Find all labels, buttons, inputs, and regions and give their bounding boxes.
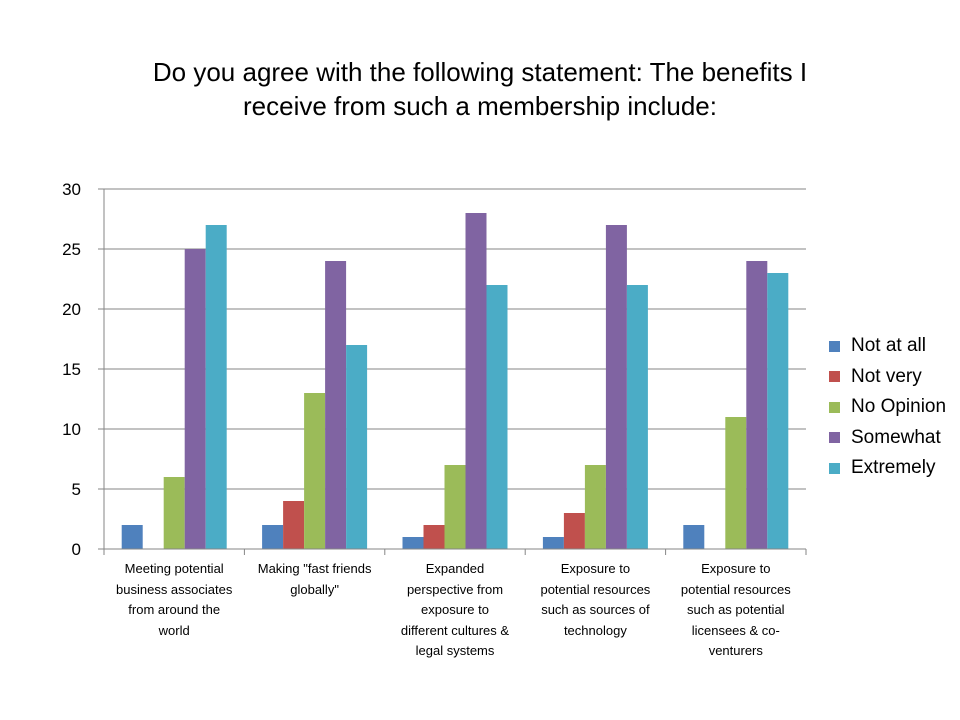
x-category-label-line: business associates — [116, 581, 233, 597]
legend-label: Not very — [851, 365, 922, 387]
bar-somewhat-0 — [184, 249, 206, 549]
bar-somewhat-1 — [325, 261, 347, 549]
legend-swatch — [829, 371, 840, 383]
legend-label: No Opinion — [851, 396, 947, 418]
y-tick-label: 0 — [72, 540, 81, 559]
x-category-label-line: venturers — [708, 643, 763, 658]
y-tick-label: 10 — [62, 420, 81, 439]
x-category-label-line: Exposure to — [701, 561, 771, 576]
y-tick-label: 30 — [62, 180, 81, 199]
y-tick-label: 25 — [62, 240, 81, 259]
x-category-label: Exposure to potential resources such as po… — [664, 559, 808, 662]
bar-no-opinion-0 — [163, 477, 185, 549]
legend-item: No Opinion — [829, 392, 946, 423]
chart-title-line-2: receive from such a membership include: — [243, 91, 717, 121]
legend: Not at all Not very No Opinion Somewhat Extr… — [829, 331, 946, 484]
legend-swatch — [829, 340, 840, 352]
bar-not-at-all-1 — [262, 525, 284, 549]
x-category-label: Expanded perspective from exposure to diffe… — [383, 559, 527, 662]
x-category-label-line: from around the — [128, 602, 221, 617]
bar-somewhat-2 — [465, 213, 487, 549]
bar-no-opinion-3 — [584, 465, 606, 549]
x-category-label-line: world — [158, 622, 190, 638]
x-category-label: Making "fast friends globally" — [243, 559, 387, 600]
x-category-label-line: exposure to — [421, 602, 489, 617]
bar-extremely-4 — [767, 273, 789, 549]
x-category-label-line: Expanded — [425, 561, 485, 576]
y-tick-label: 20 — [62, 300, 81, 319]
x-category-label-line: Meeting potential — [124, 561, 224, 576]
legend-item: Not at all — [829, 331, 946, 362]
bar-somewhat-3 — [605, 225, 627, 549]
bar-no-opinion-1 — [304, 393, 326, 549]
x-category-label-line: potential resources — [540, 581, 651, 597]
legend-swatch — [829, 432, 840, 444]
x-category-label-line: Making "fast friends — [257, 561, 372, 576]
x-category-label: Meeting potential business associates from… — [102, 559, 246, 641]
x-category-label-line: globally" — [290, 581, 339, 597]
bar-extremely-0 — [205, 225, 227, 549]
bar-not-very-3 — [563, 513, 585, 549]
bar-no-opinion-4 — [725, 417, 747, 549]
x-category-label: Exposure to potential resources such as so… — [523, 559, 667, 641]
bar-not-at-all-2 — [402, 537, 424, 549]
legend-label: Extremely — [851, 457, 936, 479]
bar-extremely-1 — [346, 345, 368, 549]
x-category-label-line: potential resources — [680, 581, 791, 597]
x-category-label-line: technology — [563, 622, 627, 638]
bar-not-at-all-4 — [683, 525, 705, 549]
x-category-label-line: legal systems — [415, 643, 495, 658]
y-tick-label: 15 — [62, 360, 81, 379]
legend-label: Not at all — [851, 335, 926, 357]
legend-item: Extremely — [829, 453, 946, 484]
bar-not-very-1 — [283, 501, 305, 549]
y-tick-label: 5 — [72, 480, 81, 499]
bar-not-very-2 — [423, 525, 445, 549]
x-category-label-line: Exposure to — [560, 561, 631, 576]
bar-not-at-all-0 — [121, 525, 143, 549]
chart-title-line-1: Do you agree with the following statemen… — [152, 57, 808, 87]
x-category-label-line: different cultures & — [400, 622, 510, 638]
x-category-label-line: such as sources of — [541, 602, 650, 617]
chart-title: Do you agree with the following statemen… — [80, 55, 880, 123]
legend-label: Somewhat — [851, 426, 941, 448]
bar-no-opinion-2 — [444, 465, 466, 549]
bar-extremely-2 — [486, 285, 508, 549]
legend-item: Not very — [829, 362, 946, 393]
bar-extremely-3 — [626, 285, 648, 549]
legend-swatch — [829, 462, 840, 474]
x-category-label-line: such as potential — [687, 602, 785, 617]
legend-swatch — [829, 401, 840, 413]
x-category-label-line: perspective from — [406, 581, 504, 597]
bar-somewhat-4 — [746, 261, 768, 549]
x-category-label-line: licensees & co- — [691, 622, 780, 638]
bar-not-at-all-3 — [542, 537, 564, 549]
legend-item: Somewhat — [829, 423, 946, 454]
